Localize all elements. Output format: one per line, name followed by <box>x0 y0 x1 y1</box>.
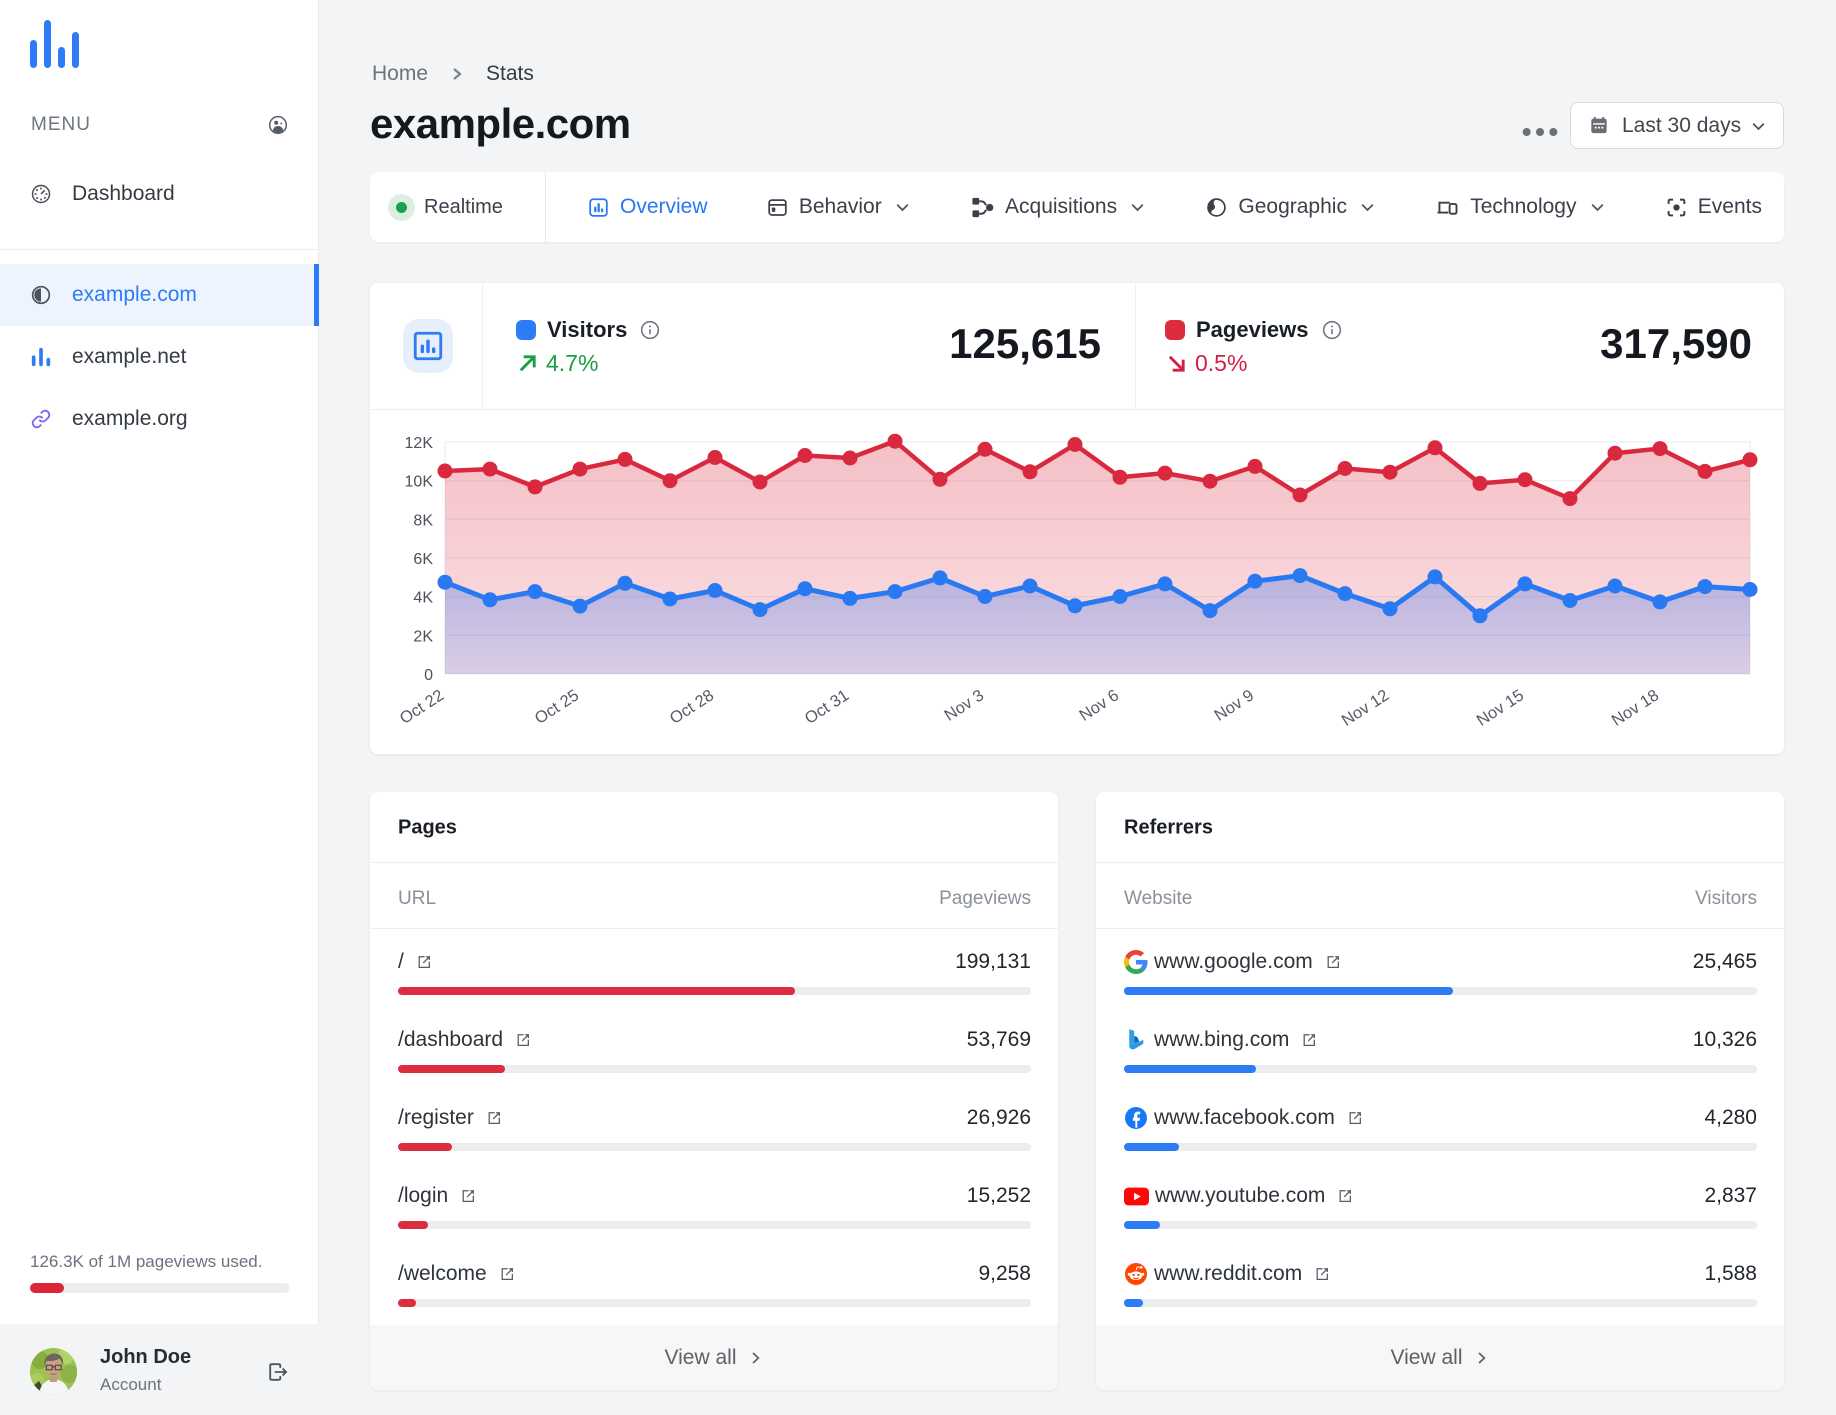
svg-text:Oct 22: Oct 22 <box>397 686 448 728</box>
svg-text:Oct 25: Oct 25 <box>532 686 583 728</box>
svg-text:2K: 2K <box>413 628 433 645</box>
svg-text:Oct 28: Oct 28 <box>667 686 718 728</box>
svg-text:Nov 9: Nov 9 <box>1211 686 1257 725</box>
svg-text:4K: 4K <box>413 590 433 607</box>
svg-text:6K: 6K <box>413 551 433 568</box>
svg-text:Nov 15: Nov 15 <box>1474 686 1528 730</box>
svg-text:Nov 6: Nov 6 <box>1076 686 1122 725</box>
svg-text:Nov 18: Nov 18 <box>1609 686 1663 730</box>
svg-text:Nov 12: Nov 12 <box>1339 686 1393 730</box>
svg-text:8K: 8K <box>413 512 433 529</box>
svg-text:Oct 31: Oct 31 <box>802 686 853 728</box>
svg-text:10K: 10K <box>405 474 434 491</box>
svg-text:12K: 12K <box>405 435 434 452</box>
svg-text:0: 0 <box>424 667 433 684</box>
svg-text:Nov 3: Nov 3 <box>941 686 987 725</box>
